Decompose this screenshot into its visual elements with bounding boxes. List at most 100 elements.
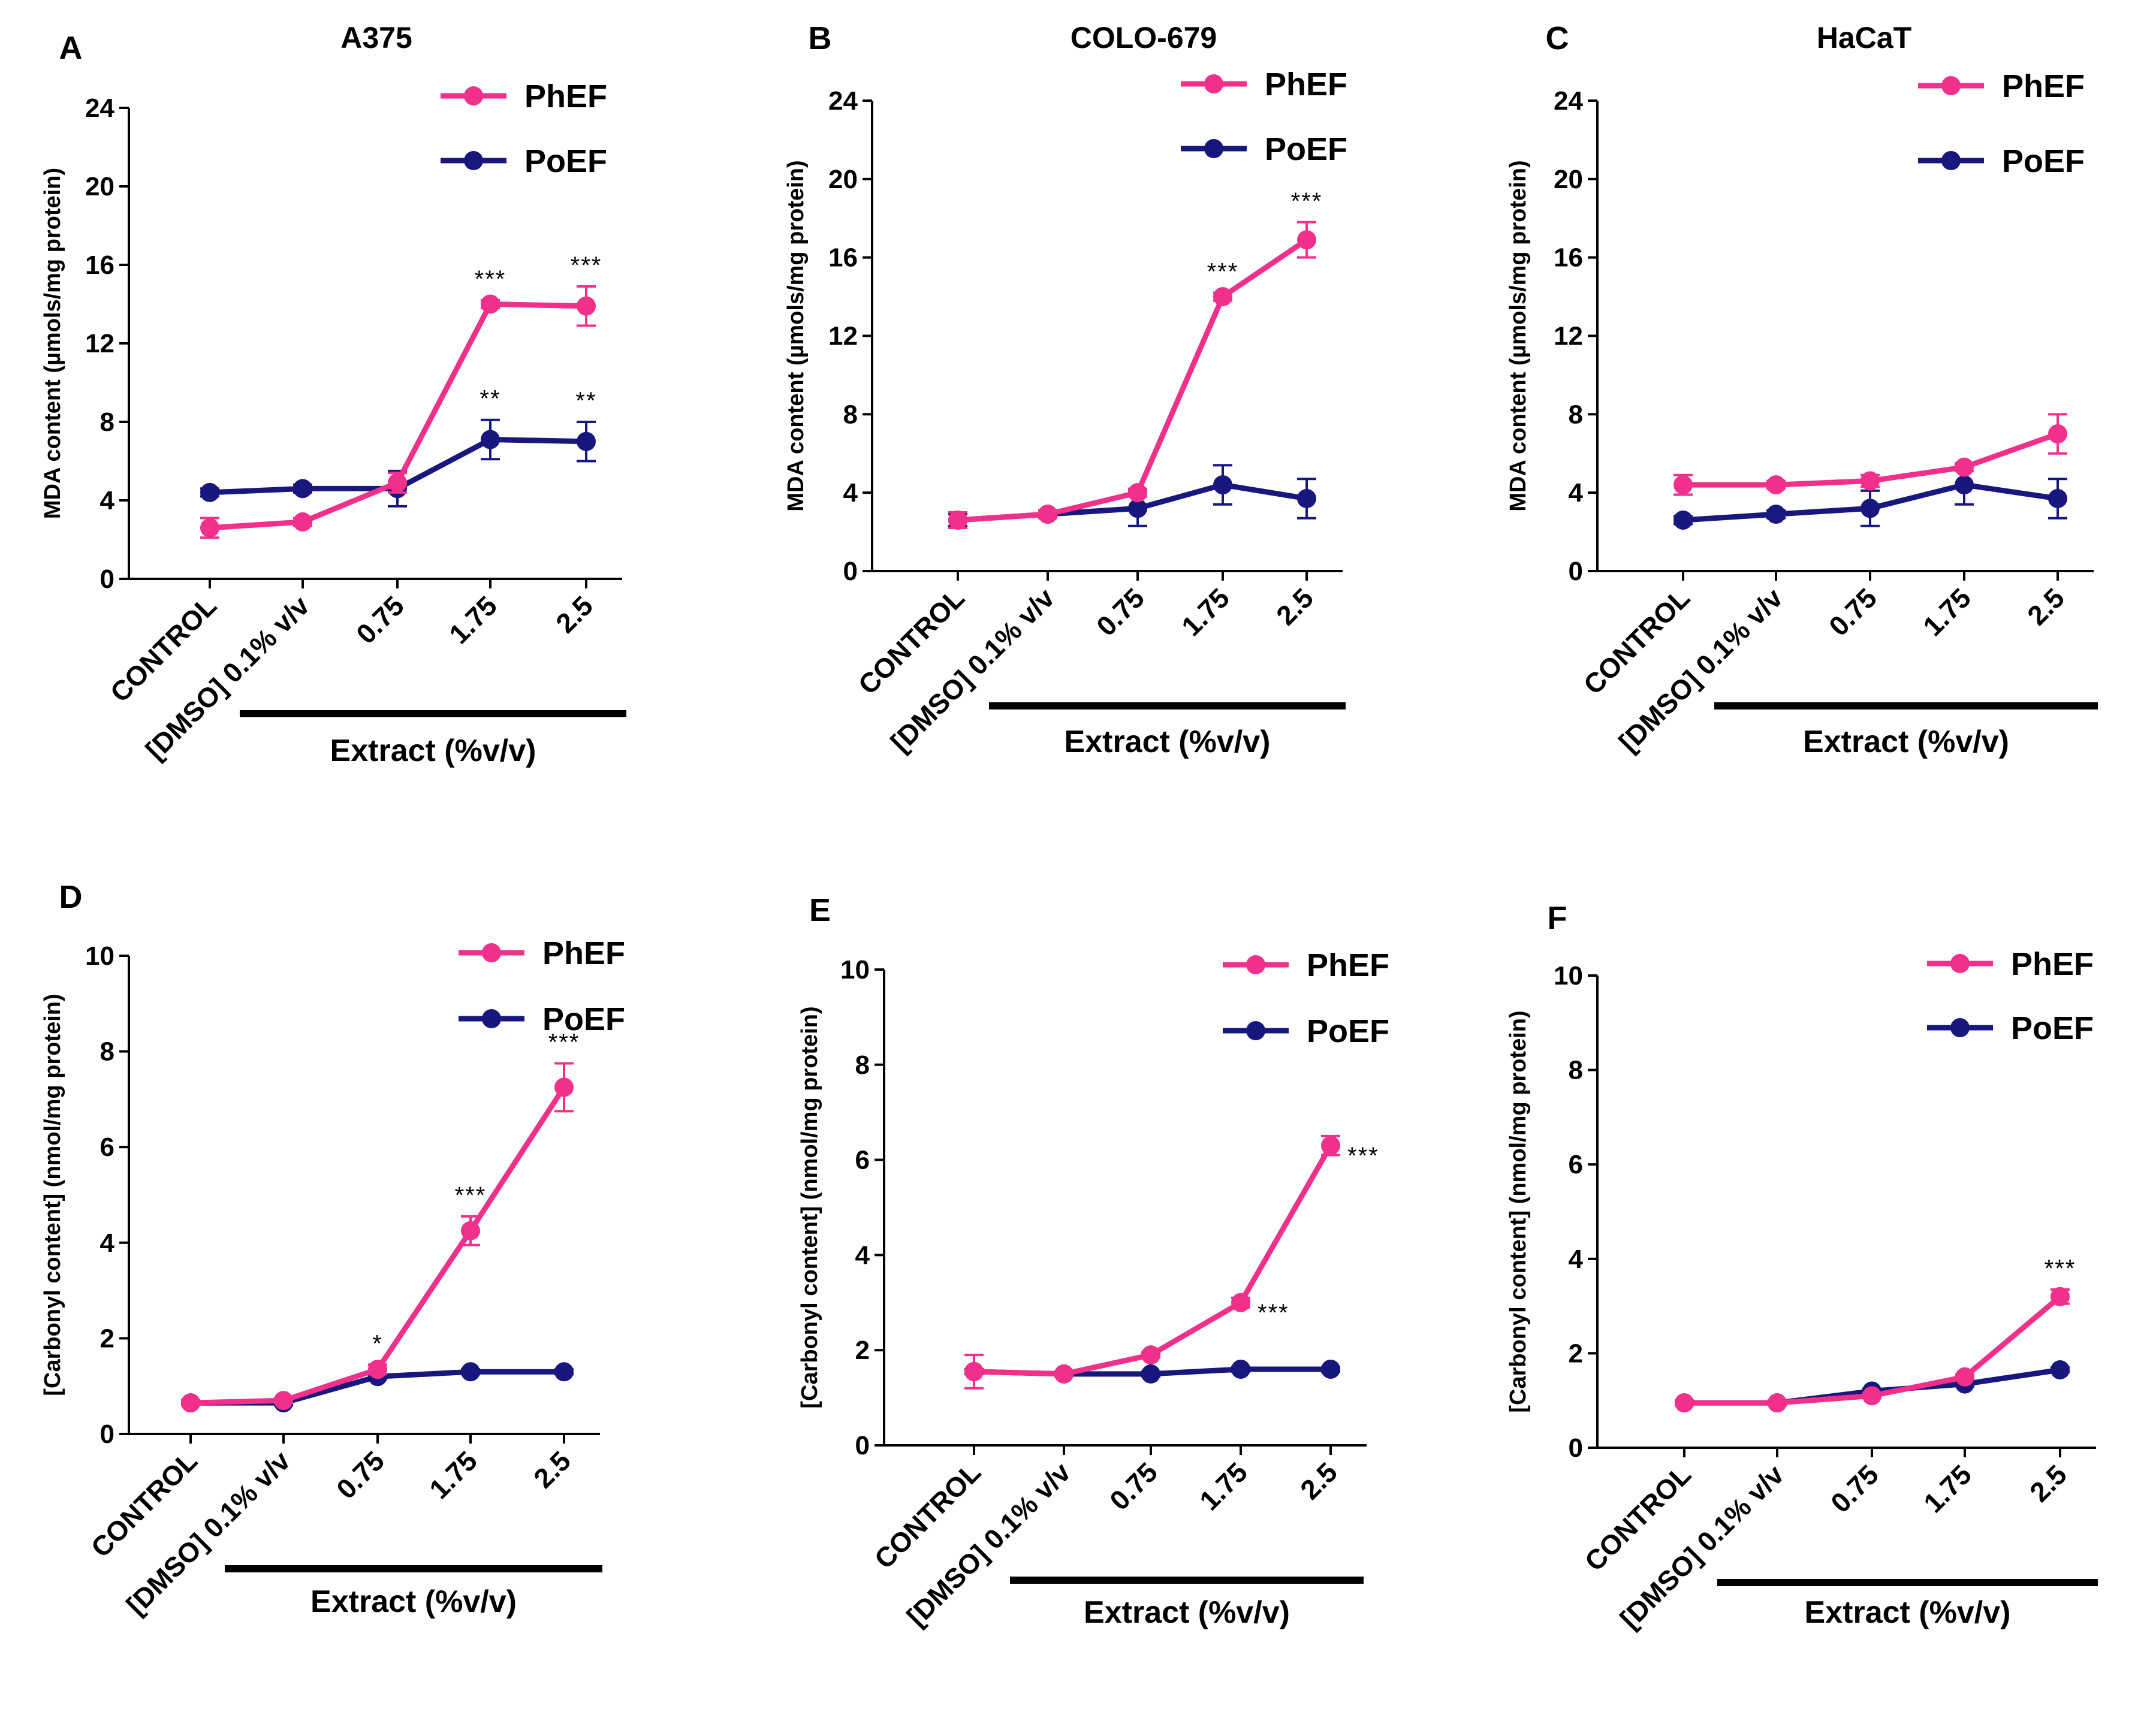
x-category-label: [DMSO] 0.1% v/v [901, 1456, 1077, 1632]
legend-label: PhEF [2011, 946, 2094, 982]
series-phef [1675, 1287, 2070, 1413]
y-tick-label: 24 [828, 86, 858, 116]
series-phef [964, 1134, 1340, 1390]
data-point [1141, 1364, 1160, 1384]
y-tick-label: 16 [1554, 243, 1583, 273]
significance-marker: *** [455, 1182, 487, 1209]
significance-marker: *** [1207, 259, 1239, 285]
data-point [481, 294, 500, 314]
y-axis-label: [Carbonyl content] (nmol/mg protein) [40, 994, 65, 1396]
data-point [1766, 475, 1786, 495]
y-axis-label: [Carbonyl content] (nmol/mg protein) [1506, 1010, 1531, 1412]
legend-marker [482, 943, 501, 962]
data-point [554, 1362, 574, 1382]
chart-title: COLO-679 [1071, 21, 1217, 55]
data-point [577, 431, 596, 451]
data-point [948, 510, 967, 530]
series-phef [948, 221, 1316, 530]
chart-title: A375 [340, 21, 412, 55]
legend-marker [1950, 1018, 1970, 1037]
y-tick-label: 0 [855, 1431, 870, 1460]
legend-label: PhEF [542, 935, 625, 971]
data-point [274, 1391, 293, 1411]
significance-marker: * [372, 1330, 383, 1357]
data-point [1768, 1393, 1787, 1413]
data-point [1955, 457, 1974, 477]
y-tick-label: 8 [855, 1050, 870, 1080]
y-tick-label: 10 [840, 955, 870, 985]
y-tick-label: 4 [100, 1228, 115, 1258]
x-axis-label: Extract (%v/v) [330, 733, 536, 768]
legend-label: PoEF [542, 1001, 625, 1037]
significance-marker: *** [1291, 188, 1323, 215]
data-point [1297, 488, 1316, 508]
data-point [2048, 424, 2067, 444]
y-tick-label: 6 [1569, 1150, 1583, 1179]
panel-letter: A [59, 30, 83, 66]
x-category-label: 1.75 [1917, 582, 1977, 642]
chart-panel-c: C HaCaT 0 4 8 12 16 20 24 MDA content (µmols/mg p… [1506, 20, 2098, 759]
y-tick-label: 2 [855, 1336, 870, 1365]
legend-marker [1246, 955, 1265, 974]
data-point [1054, 1364, 1074, 1384]
legend-marker [464, 86, 483, 105]
panel-letter: E [809, 892, 831, 928]
significance-marker: *** [571, 252, 602, 279]
x-category-label: 2.5 [2024, 1459, 2073, 1508]
x-category-label: 0.75 [350, 590, 410, 650]
y-tick-label: 8 [843, 400, 858, 429]
significance-marker: *** [1347, 1143, 1379, 1169]
y-tick-label: 0 [100, 1420, 114, 1449]
y-axis-label: MDA content (µmols/mg protein) [783, 160, 809, 511]
y-tick-label: 8 [1569, 1056, 1583, 1085]
y-tick-label: 4 [843, 478, 858, 508]
data-point [181, 1393, 200, 1413]
data-point [293, 479, 312, 499]
y-tick-label: 4 [855, 1240, 870, 1270]
data-point [2051, 1287, 2070, 1306]
significance-marker: *** [475, 266, 506, 292]
y-tick-label: 0 [100, 564, 114, 594]
y-tick-label: 2 [1569, 1339, 1583, 1368]
data-point [554, 1077, 574, 1097]
chart-panel-b: B COLO-679 0 4 8 12 16 20 24 MDA content (µmols/m… [783, 20, 1347, 759]
data-point [1862, 1386, 1881, 1406]
y-tick-label: 20 [1554, 165, 1583, 194]
y-tick-label: 4 [1569, 1245, 1584, 1274]
y-tick-label: 16 [828, 243, 858, 273]
x-category-label: 1.75 [423, 1445, 483, 1505]
legend-marker [1941, 76, 1961, 95]
x-category-label: 2.5 [2021, 582, 2070, 631]
legend-label: PoEF [2002, 143, 2085, 179]
data-point [200, 518, 219, 538]
y-axis-label: MDA content (µmols/mg protein) [1506, 160, 1531, 511]
data-point [1213, 475, 1232, 495]
data-point [1321, 1136, 1340, 1155]
x-category-label: [DMSO] 0.1% v/v [120, 1445, 297, 1621]
chart-panel-a: A A375 0 4 8 12 16 20 24 MDA content (µmols/mg pr… [40, 21, 626, 768]
y-tick-label: 24 [85, 93, 114, 123]
x-category-label: 0.75 [1103, 1456, 1163, 1516]
x-category-label: [DMSO] 0.1% v/v [1613, 582, 1789, 758]
data-point [2048, 488, 2067, 508]
data-point [1128, 499, 1147, 518]
y-axis-label: [Carbonyl content] (nmol/mg protein) [797, 1006, 822, 1408]
data-point [1673, 510, 1693, 530]
data-point [1766, 505, 1786, 524]
data-point [461, 1221, 480, 1240]
y-tick-label: 12 [1554, 322, 1583, 351]
legend-marker [1246, 1021, 1265, 1040]
legend-label: PoEF [1307, 1013, 1389, 1049]
data-point [1321, 1359, 1340, 1379]
series-phef [200, 285, 596, 539]
data-point [1038, 505, 1057, 524]
x-category-label: 0.75 [1825, 1459, 1884, 1518]
data-point [1675, 1393, 1694, 1413]
x-category-label: 0.75 [330, 1445, 390, 1505]
data-point [388, 473, 407, 493]
y-tick-label: 2 [100, 1324, 114, 1353]
x-category-label: 2.5 [527, 1445, 577, 1494]
significance-marker: *** [2045, 1255, 2076, 1282]
x-axis-label: Extract (%v/v) [1805, 1595, 2011, 1630]
x-category-label: 1.75 [1917, 1459, 1977, 1518]
